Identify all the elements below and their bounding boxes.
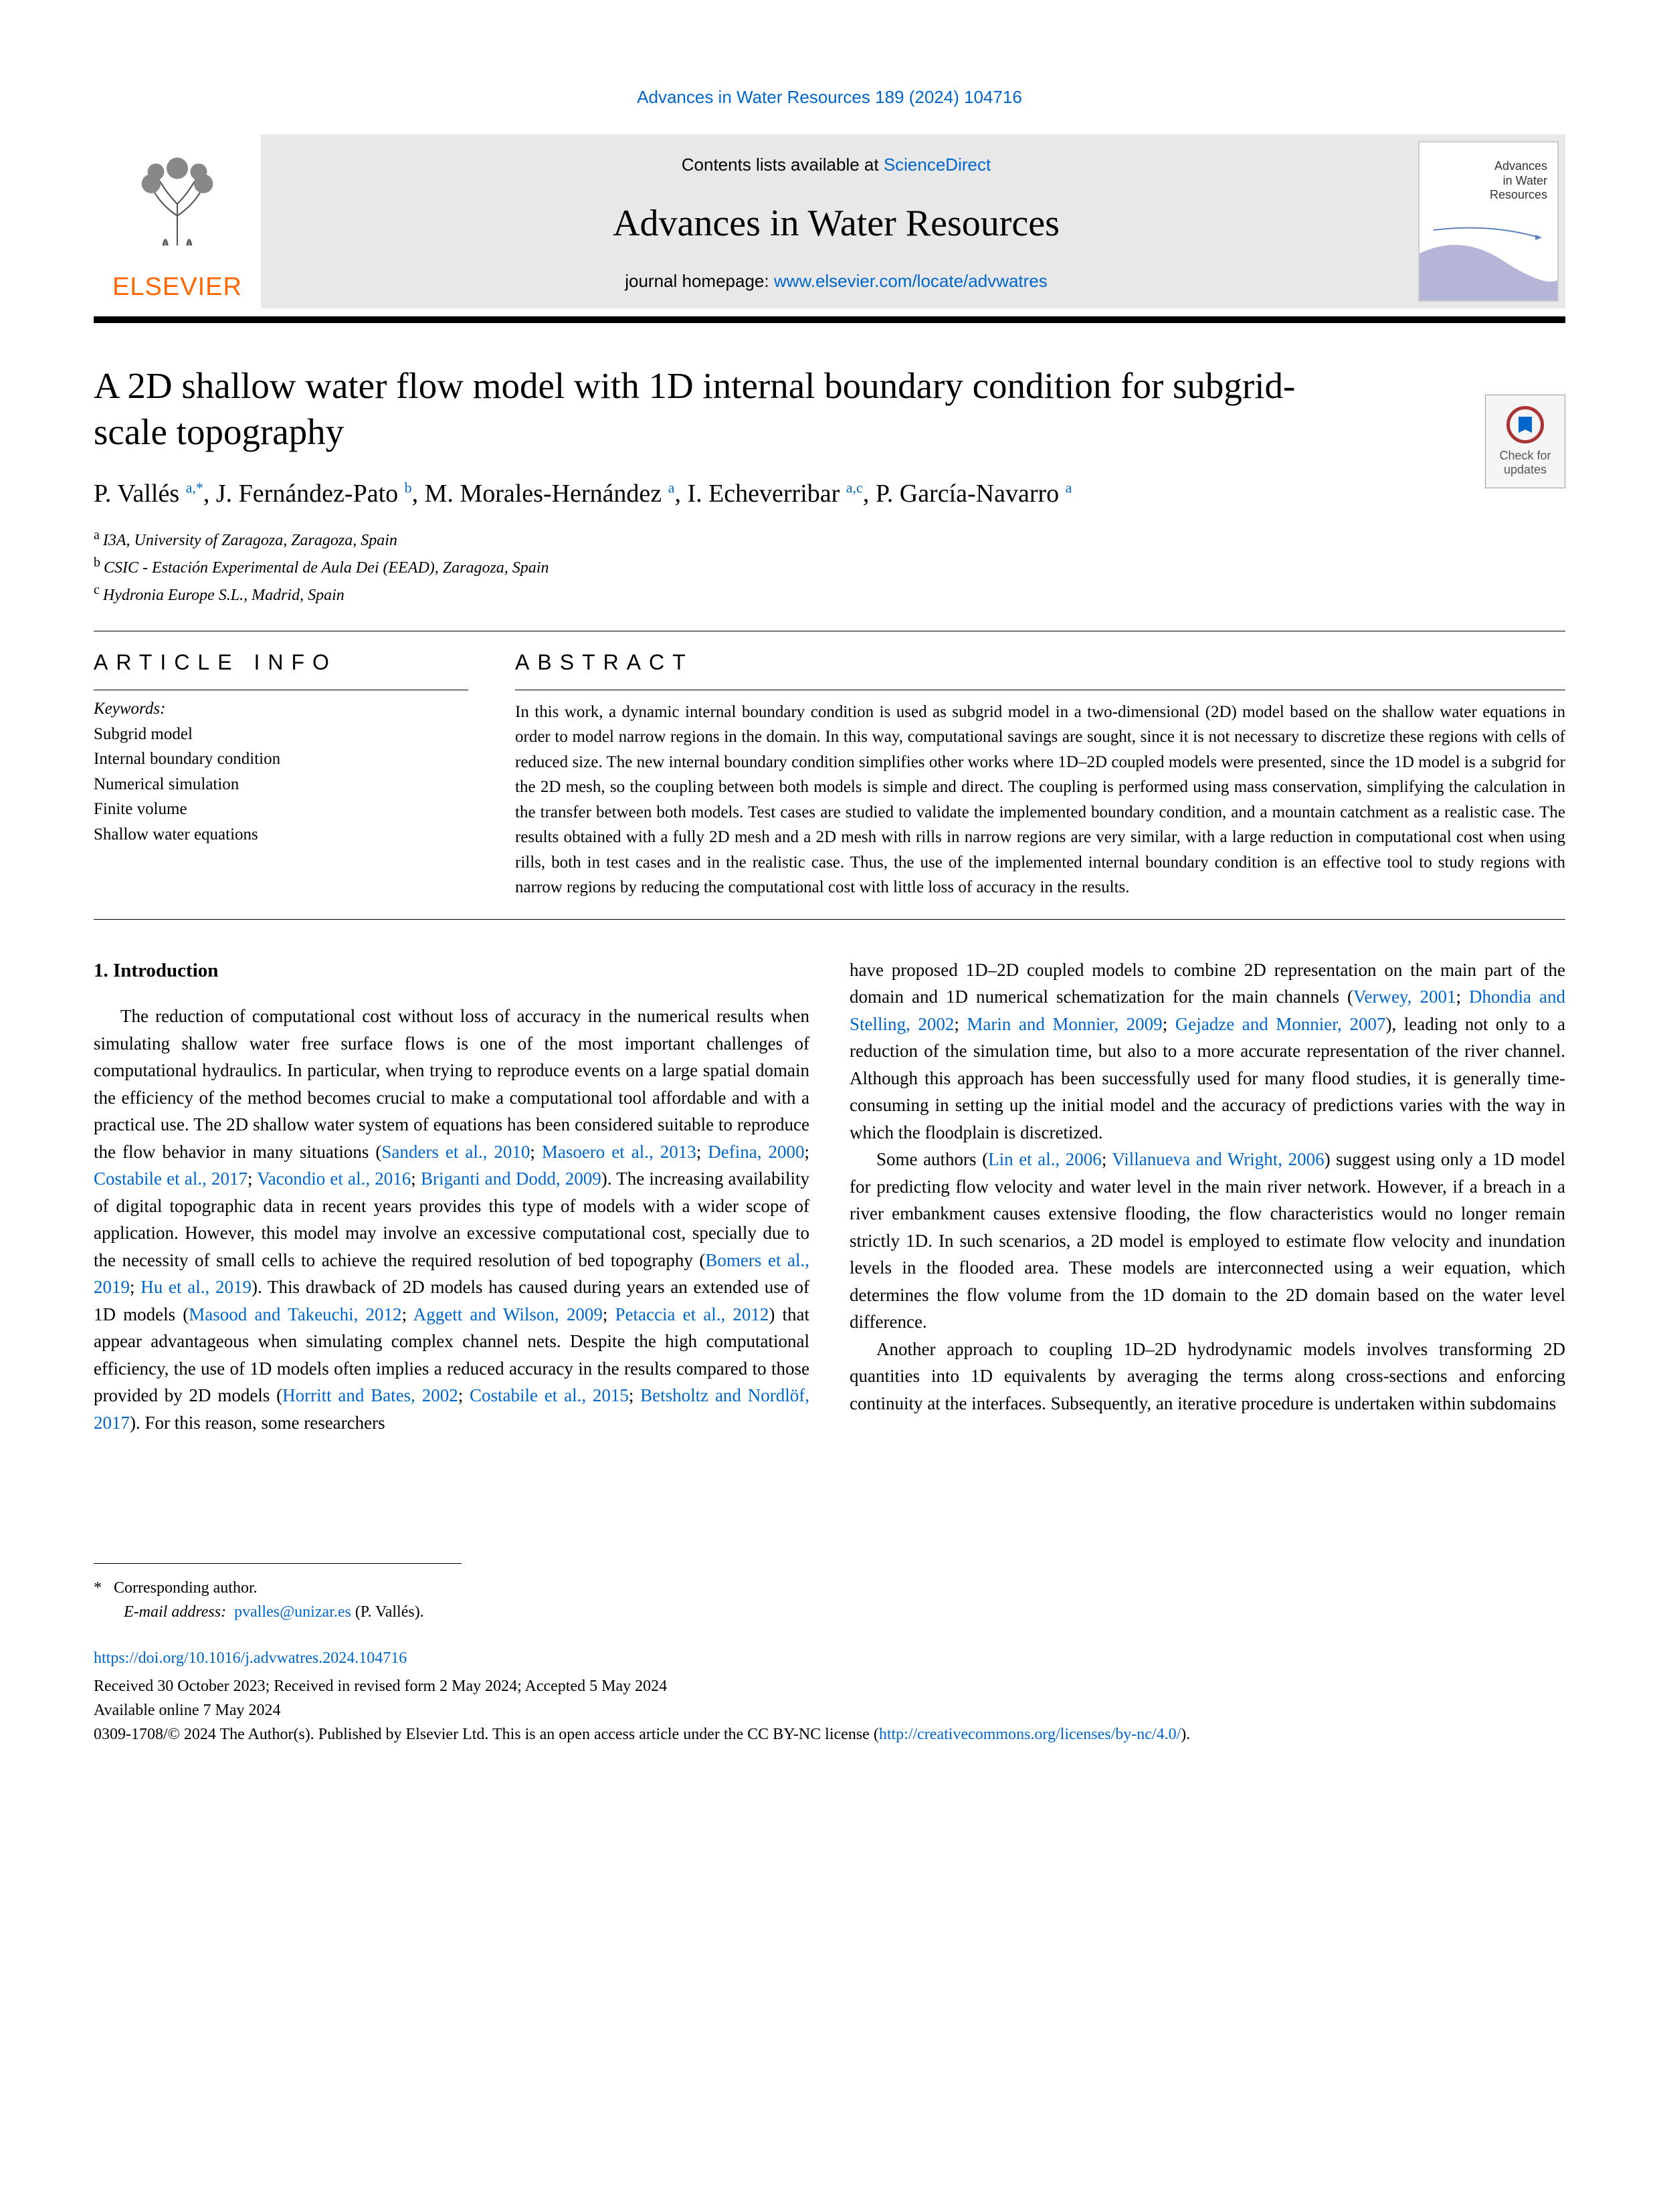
homepage-link[interactable]: www.elsevier.com/locate/advwatres (774, 271, 1048, 291)
contents-line: Contents lists available at ScienceDirec… (288, 155, 1385, 175)
affiliations: a I3A, University of Zaragoza, Zaragoza,… (94, 525, 1565, 607)
elsevier-wordmark: ELSEVIER (112, 273, 242, 302)
author-affiliation-sup[interactable]: a,c (846, 479, 863, 496)
cite-link[interactable]: Petaccia et al., 2012 (615, 1304, 769, 1324)
author-name: M. Morales-Hernández (425, 480, 668, 508)
cite-link[interactable]: Hu et al., 2019 (140, 1277, 252, 1297)
cite-link[interactable]: Defina, 2000 (708, 1142, 804, 1162)
article-info-section: ARTICLE INFO Keywords: Subgrid modelInte… (94, 650, 1565, 900)
footer-rule (94, 1563, 462, 1564)
cite-link[interactable]: Marin and Monnier, 2009 (967, 1014, 1162, 1034)
info-bottom-rule (94, 919, 1565, 920)
elsevier-tree-icon (110, 141, 244, 255)
cite-link[interactable]: Masood and Takeuchi, 2012 (189, 1304, 401, 1324)
citation-line[interactable]: Advances in Water Resources 189 (2024) 1… (94, 87, 1565, 108)
homepage-prefix: journal homepage: (625, 271, 774, 291)
corresponding-author: * Corresponding author. E-mail address: … (94, 1576, 1565, 1624)
keyword-item: Finite volume (94, 797, 468, 822)
body-column-right: have proposed 1D–2D coupled models to co… (850, 957, 1565, 1437)
author-name: P. Vallés (94, 480, 186, 508)
cite-link[interactable]: Briganti and Dodd, 2009 (421, 1169, 601, 1189)
intro-heading: 1. Introduction (94, 957, 809, 986)
available-online: Available online 7 May 2024 (94, 1698, 1565, 1722)
abstract-block: ABSTRACT In this work, a dynamic interna… (515, 650, 1565, 900)
keywords-label: Keywords: (94, 700, 468, 718)
author-affiliation-sup[interactable]: a (668, 479, 675, 496)
body-columns: 1. Introduction The reduction of computa… (94, 957, 1565, 1437)
author-name: J. Fernández-Pato (216, 480, 405, 508)
keyword-item: Numerical simulation (94, 772, 468, 797)
author-affiliation-sup[interactable]: b (405, 479, 412, 496)
article-info-heading: ARTICLE INFO (94, 650, 468, 675)
license-text: 0309-1708/© 2024 The Author(s). Publishe… (94, 1726, 879, 1743)
sciencedirect-link[interactable]: ScienceDirect (884, 155, 991, 175)
header-rule (94, 316, 1565, 323)
authors-line: P. Vallés a,*, J. Fernández-Pato b, M. M… (94, 479, 1565, 508)
cite-link[interactable]: Verwey, 2001 (1353, 987, 1456, 1007)
abstract-text: In this work, a dynamic internal boundar… (515, 700, 1565, 900)
email-link[interactable]: pvalles@unizar.es (234, 1603, 351, 1621)
cite-link[interactable]: Vacondio et al., 2016 (257, 1169, 411, 1189)
journal-header: ELSEVIER Contents lists available at Sci… (94, 134, 1565, 308)
license-line: 0309-1708/© 2024 The Author(s). Publishe… (94, 1722, 1565, 1746)
abstract-heading: ABSTRACT (515, 650, 1565, 675)
article-info-left: ARTICLE INFO Keywords: Subgrid modelInte… (94, 650, 468, 900)
author-affiliation-sup[interactable]: a (1066, 479, 1072, 496)
cite-link[interactable]: Sanders et al., 2010 (381, 1142, 530, 1162)
updates-badge-text: Check for updates (1486, 449, 1565, 477)
footer-block: * Corresponding author. E-mail address: … (94, 1563, 1565, 1746)
intro-para-1-cont: have proposed 1D–2D coupled models to co… (850, 957, 1565, 1146)
corresp-star: * (94, 1579, 102, 1597)
intro-para-1: The reduction of computational cost with… (94, 1003, 809, 1436)
author-affiliation-sup[interactable]: a,* (186, 479, 203, 496)
cite-link[interactable]: Aggett and Wilson, 2009 (413, 1304, 603, 1324)
header-center: Contents lists available at ScienceDirec… (261, 134, 1411, 308)
affiliation-line: b CSIC - Estación Experimental de Aula D… (94, 552, 1565, 580)
contents-prefix: Contents lists available at (682, 155, 884, 175)
journal-name: Advances in Water Resources (288, 202, 1385, 245)
intro-para-3: Another approach to coupling 1D–2D hydro… (850, 1336, 1565, 1417)
keyword-item: Shallow water equations (94, 822, 468, 847)
elsevier-logo-block: ELSEVIER (94, 134, 261, 308)
cite-link[interactable]: Villanueva and Wright, 2006 (1112, 1149, 1324, 1169)
keyword-item: Subgrid model (94, 722, 468, 747)
email-suffix: (P. Vallés). (351, 1603, 424, 1621)
author-name: I. Echeverribar (687, 480, 846, 508)
license-suffix: ). (1181, 1726, 1190, 1743)
email-label: E-mail address: (94, 1603, 226, 1621)
keyword-item: Internal boundary condition (94, 746, 468, 772)
cover-curve-graphic (1420, 220, 1557, 300)
affiliation-line: a I3A, University of Zaragoza, Zaragoza,… (94, 525, 1565, 552)
cite-link[interactable]: Costabile et al., 2017 (94, 1169, 248, 1189)
check-updates-badge[interactable]: Check for updates (1485, 395, 1565, 488)
doi-link[interactable]: https://doi.org/10.1016/j.advwatres.2024… (94, 1649, 1565, 1668)
updates-bookmark-icon (1506, 406, 1544, 443)
keywords-list: Subgrid modelInternal boundary condition… (94, 722, 468, 847)
cite-link[interactable]: Horritt and Bates, 2002 (282, 1385, 458, 1405)
author-name: P. García-Navarro (876, 480, 1066, 508)
body-column-left: 1. Introduction The reduction of computa… (94, 957, 809, 1437)
affiliation-line: c Hydronia Europe S.L., Madrid, Spain (94, 580, 1565, 607)
cover-title: Advances in Water Resources (1420, 159, 1557, 203)
article-title: A 2D shallow water flow model with 1D in… (94, 363, 1298, 456)
cite-link[interactable]: Costabile et al., 2015 (470, 1385, 629, 1405)
history-dates: Received 30 October 2023; Received in re… (94, 1674, 1565, 1698)
license-link[interactable]: http://creativecommons.org/licenses/by-n… (879, 1726, 1181, 1743)
homepage-line: journal homepage: www.elsevier.com/locat… (288, 271, 1385, 292)
corresp-text: Corresponding author. (114, 1579, 258, 1597)
cite-link[interactable]: Lin et al., 2006 (988, 1149, 1102, 1169)
cite-link[interactable]: Masoero et al., 2013 (542, 1142, 696, 1162)
cite-link[interactable]: Gejadze and Monnier, 2007 (1175, 1014, 1386, 1034)
intro-para-2: Some authors (Lin et al., 2006; Villanue… (850, 1146, 1565, 1336)
cover-thumbnail: Advances in Water Resources (1418, 141, 1559, 302)
